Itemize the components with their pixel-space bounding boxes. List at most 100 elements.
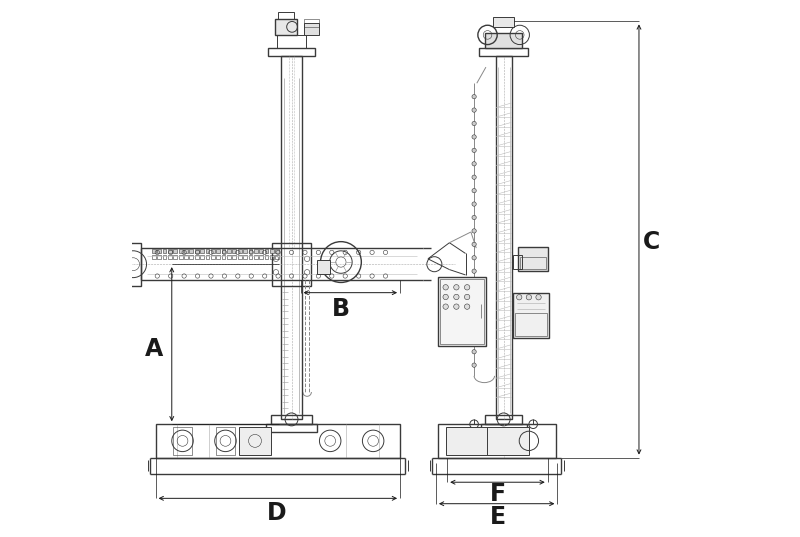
Bar <box>265 255 269 259</box>
Bar <box>162 249 166 253</box>
Bar <box>216 427 235 455</box>
Bar <box>485 415 522 424</box>
Bar <box>178 255 182 259</box>
Bar <box>270 249 274 253</box>
Bar <box>495 56 512 419</box>
Circle shape <box>472 282 476 287</box>
Bar <box>200 255 204 259</box>
Circle shape <box>472 336 476 340</box>
Circle shape <box>472 350 476 354</box>
Bar <box>152 249 156 253</box>
Bar <box>265 249 269 253</box>
Text: C: C <box>642 230 660 253</box>
Bar <box>222 255 226 259</box>
Bar <box>120 248 128 280</box>
Bar <box>275 255 279 259</box>
Bar <box>158 255 161 259</box>
Bar <box>168 255 172 259</box>
Bar <box>438 424 556 458</box>
Circle shape <box>472 363 476 367</box>
Circle shape <box>472 121 476 126</box>
Bar <box>222 249 226 253</box>
Bar <box>259 249 263 253</box>
Bar <box>168 249 172 253</box>
Bar <box>227 255 231 259</box>
Circle shape <box>536 294 542 300</box>
Bar <box>272 243 311 286</box>
Bar <box>158 249 161 253</box>
Bar <box>243 255 247 259</box>
Bar <box>190 249 194 253</box>
Bar <box>195 249 198 253</box>
Bar <box>317 260 330 274</box>
Bar <box>162 255 166 259</box>
Text: F: F <box>490 482 506 506</box>
Circle shape <box>472 256 476 260</box>
Circle shape <box>472 202 476 206</box>
Bar <box>174 249 177 253</box>
Circle shape <box>472 95 476 99</box>
Bar <box>479 48 528 56</box>
Bar <box>206 255 210 259</box>
Circle shape <box>472 188 476 193</box>
Bar <box>305 23 319 35</box>
Bar <box>513 255 522 268</box>
Circle shape <box>465 285 470 290</box>
Circle shape <box>472 135 476 139</box>
Circle shape <box>472 229 476 233</box>
Bar <box>275 19 298 35</box>
Bar <box>125 243 141 286</box>
Bar <box>173 427 192 455</box>
Bar <box>184 249 188 253</box>
Bar <box>200 249 204 253</box>
Bar <box>305 19 319 27</box>
Bar <box>266 424 317 432</box>
Bar <box>249 255 252 259</box>
Bar <box>243 249 247 253</box>
Bar <box>178 249 182 253</box>
Circle shape <box>472 269 476 273</box>
Bar <box>238 255 242 259</box>
Bar <box>254 249 258 253</box>
Bar <box>211 249 214 253</box>
Bar <box>156 424 400 458</box>
Bar <box>233 249 236 253</box>
Circle shape <box>472 309 476 314</box>
Circle shape <box>454 294 459 300</box>
Bar <box>118 251 123 278</box>
Bar <box>238 249 242 253</box>
Circle shape <box>517 294 522 300</box>
Circle shape <box>472 242 476 246</box>
Bar <box>513 293 550 338</box>
Bar <box>206 249 210 253</box>
Bar <box>270 415 313 424</box>
Bar <box>275 249 279 253</box>
Bar <box>520 257 546 269</box>
Bar <box>493 17 514 27</box>
Bar <box>233 255 236 259</box>
Bar <box>278 12 294 19</box>
Bar <box>211 255 214 259</box>
Bar <box>487 427 529 455</box>
Circle shape <box>472 162 476 166</box>
Circle shape <box>465 304 470 309</box>
Circle shape <box>472 148 476 153</box>
Circle shape <box>443 294 448 300</box>
Bar <box>438 277 486 346</box>
Bar <box>277 35 306 48</box>
Text: E: E <box>490 505 506 528</box>
Bar <box>152 255 156 259</box>
Bar <box>515 314 547 336</box>
Text: B: B <box>332 297 350 321</box>
Text: A: A <box>145 337 163 361</box>
Circle shape <box>472 215 476 220</box>
Circle shape <box>472 323 476 327</box>
Bar <box>184 255 188 259</box>
Bar <box>254 255 258 259</box>
Bar <box>282 56 302 419</box>
Bar <box>485 33 522 48</box>
Bar <box>190 255 194 259</box>
Bar <box>440 279 484 344</box>
Bar <box>481 424 526 432</box>
Bar <box>216 249 220 253</box>
